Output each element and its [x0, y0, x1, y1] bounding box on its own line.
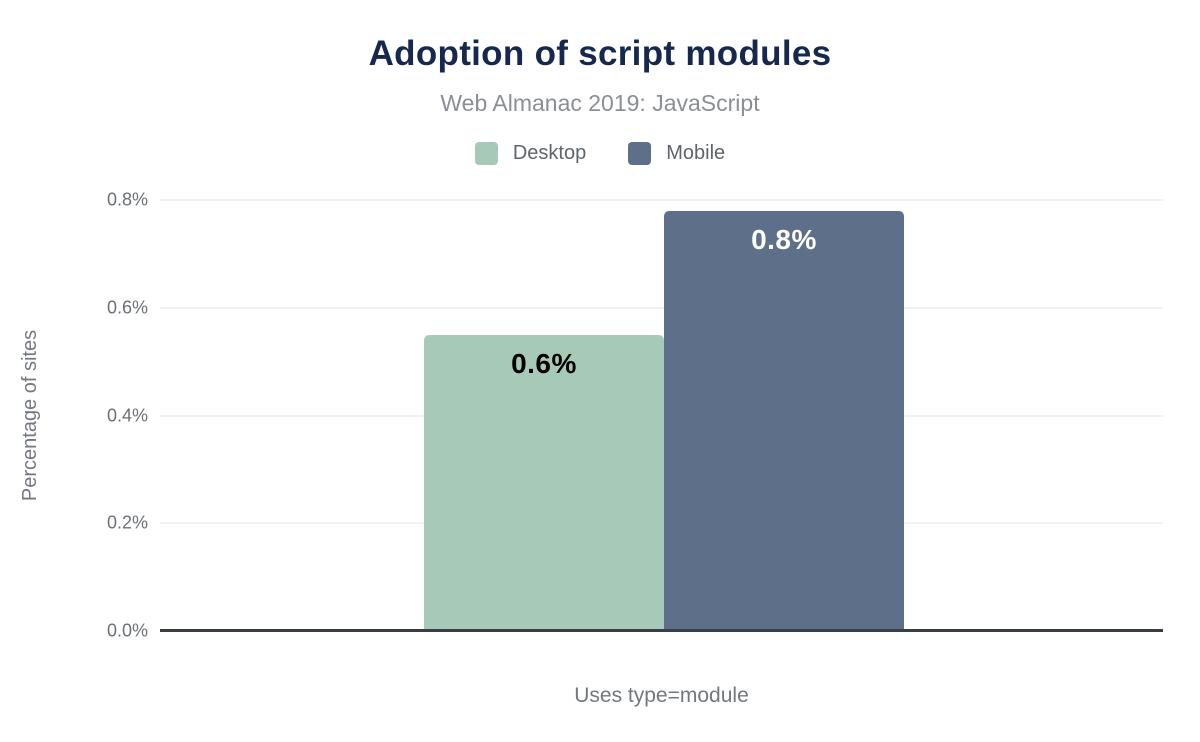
legend-label: Desktop: [512, 142, 587, 164]
bar-desktop: 0.6%: [424, 335, 664, 631]
plot-area: 0.0% 0.2% 0.4% 0.6% 0.8% 0.6% 0.8%: [107, 190, 1163, 641]
legend-label: Mobile: [666, 142, 726, 164]
x-axis-baseline: [160, 629, 1163, 632]
y-tick-label: 0.8%: [106, 189, 148, 210]
bar-value-label: 0.6%: [511, 348, 577, 379]
legend-swatch-icon: [628, 142, 652, 165]
gridline: [160, 306, 1163, 309]
y-axis-title: Percentage of sites: [0, 200, 62, 631]
chart-subtitle: Web Almanac 2019: JavaScript: [440, 90, 760, 116]
x-axis-label: Uses type=module: [574, 684, 749, 707]
y-tick-label: 0.4%: [106, 405, 148, 425]
y-tick-label: 0.6%: [106, 297, 148, 318]
legend-swatch-icon: [474, 142, 498, 165]
gridline: [160, 199, 1163, 201]
y-tick-label: 0.0%: [106, 620, 148, 641]
y-tick-label: 0.2%: [106, 512, 148, 533]
legend: Desktop Mobile: [0, 142, 1200, 165]
bar-value-label: 0.8%: [751, 224, 817, 255]
chart-title: Adoption of script modules: [368, 34, 832, 73]
legend-item-desktop: Desktop: [474, 142, 587, 165]
bar-mobile: 0.8%: [664, 211, 904, 631]
y-axis-title-text: Percentage of sites: [19, 329, 42, 502]
legend-item-mobile: Mobile: [628, 142, 725, 165]
